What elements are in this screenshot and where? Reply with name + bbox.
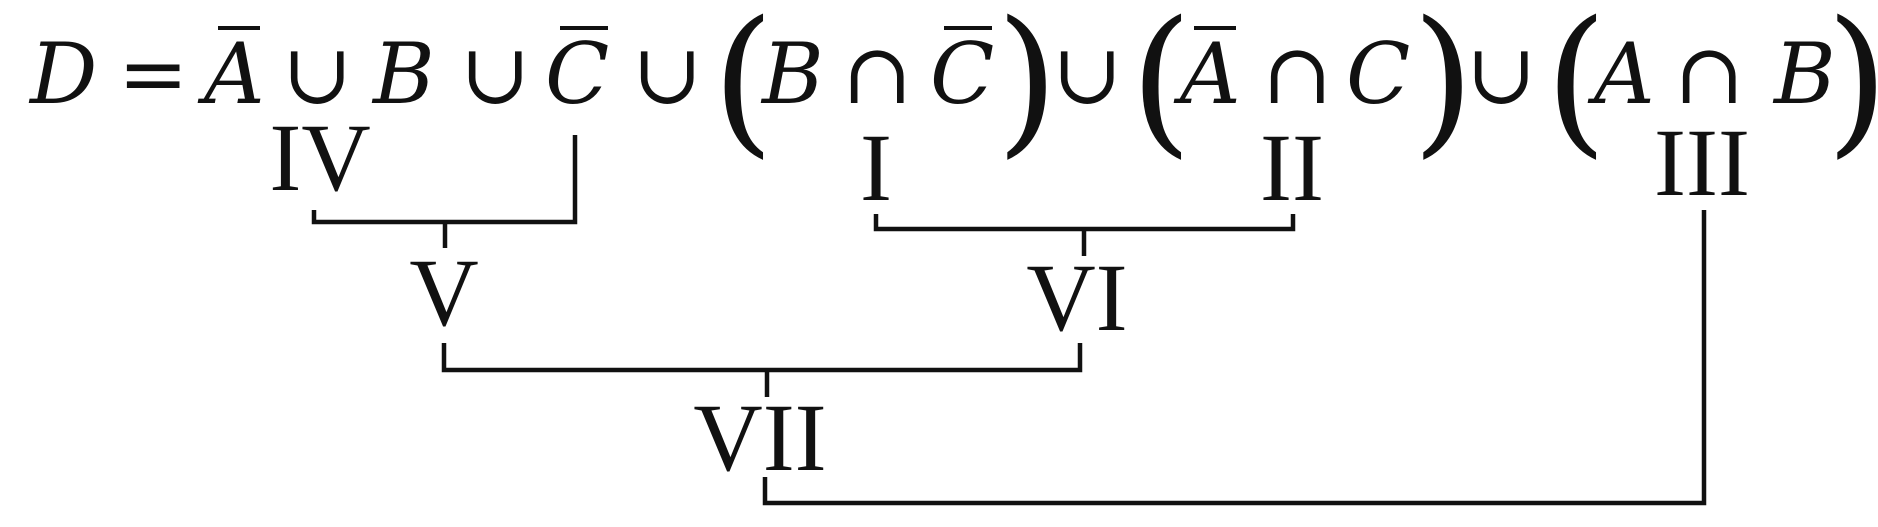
- formula-union-4: ∪: [1052, 25, 1122, 123]
- formula-c-2: C: [1346, 25, 1410, 123]
- formula-b-3: B: [1772, 25, 1836, 123]
- formula-b-2: B: [760, 25, 824, 123]
- formula-union-3: ∪: [632, 25, 702, 123]
- formula: D = A ∪ B ∪ C ∪ ( B ∩ C ) ∪ ( A ∩ C ) ∪ …: [28, 0, 1878, 173]
- formula-union-2: ∪: [460, 25, 530, 123]
- formula-a-bar-1: A: [197, 25, 265, 123]
- bracket-i-ii: [873, 214, 1296, 232]
- formula-intersection-1: ∩: [842, 25, 912, 123]
- formula-open-paren-1: (: [712, 0, 774, 173]
- label-v: V: [409, 239, 478, 346]
- formula-close-paren-2: ): [1412, 0, 1474, 173]
- formula-close-paren-1: ): [996, 0, 1058, 173]
- formula-c-bar-2: C: [930, 25, 994, 123]
- formula-union-5: ∪: [1466, 25, 1536, 123]
- formula-intersection-2: ∩: [1262, 25, 1332, 123]
- label-i: I: [860, 114, 892, 221]
- formula-close-paren-3: ): [1826, 0, 1878, 173]
- formula-lhs-d: D: [28, 25, 97, 123]
- formula-a-3: A: [1587, 25, 1655, 123]
- formula-open-paren-3: (: [1545, 0, 1607, 173]
- formula-b-1: B: [371, 25, 435, 123]
- label-ii: II: [1260, 114, 1324, 221]
- formula-a-bar-2: A: [1173, 25, 1241, 123]
- formula-c-bar-1: C: [545, 25, 609, 123]
- bracket-vii-iii: [762, 210, 1707, 506]
- formula-union-1: ∪: [282, 25, 352, 123]
- step-labels: IV I II III V VI VII: [269, 104, 1750, 491]
- label-vii: VII: [693, 384, 826, 491]
- formula-open-paren-2: (: [1130, 0, 1192, 173]
- label-iv: IV: [269, 104, 370, 211]
- formula-intersection-3: ∩: [1674, 25, 1744, 123]
- label-vi: VI: [1026, 244, 1127, 351]
- label-iii: III: [1654, 109, 1750, 216]
- formula-equals: =: [118, 25, 188, 123]
- bracket-v-vi: [441, 343, 1083, 373]
- combination-brackets: [311, 135, 1707, 506]
